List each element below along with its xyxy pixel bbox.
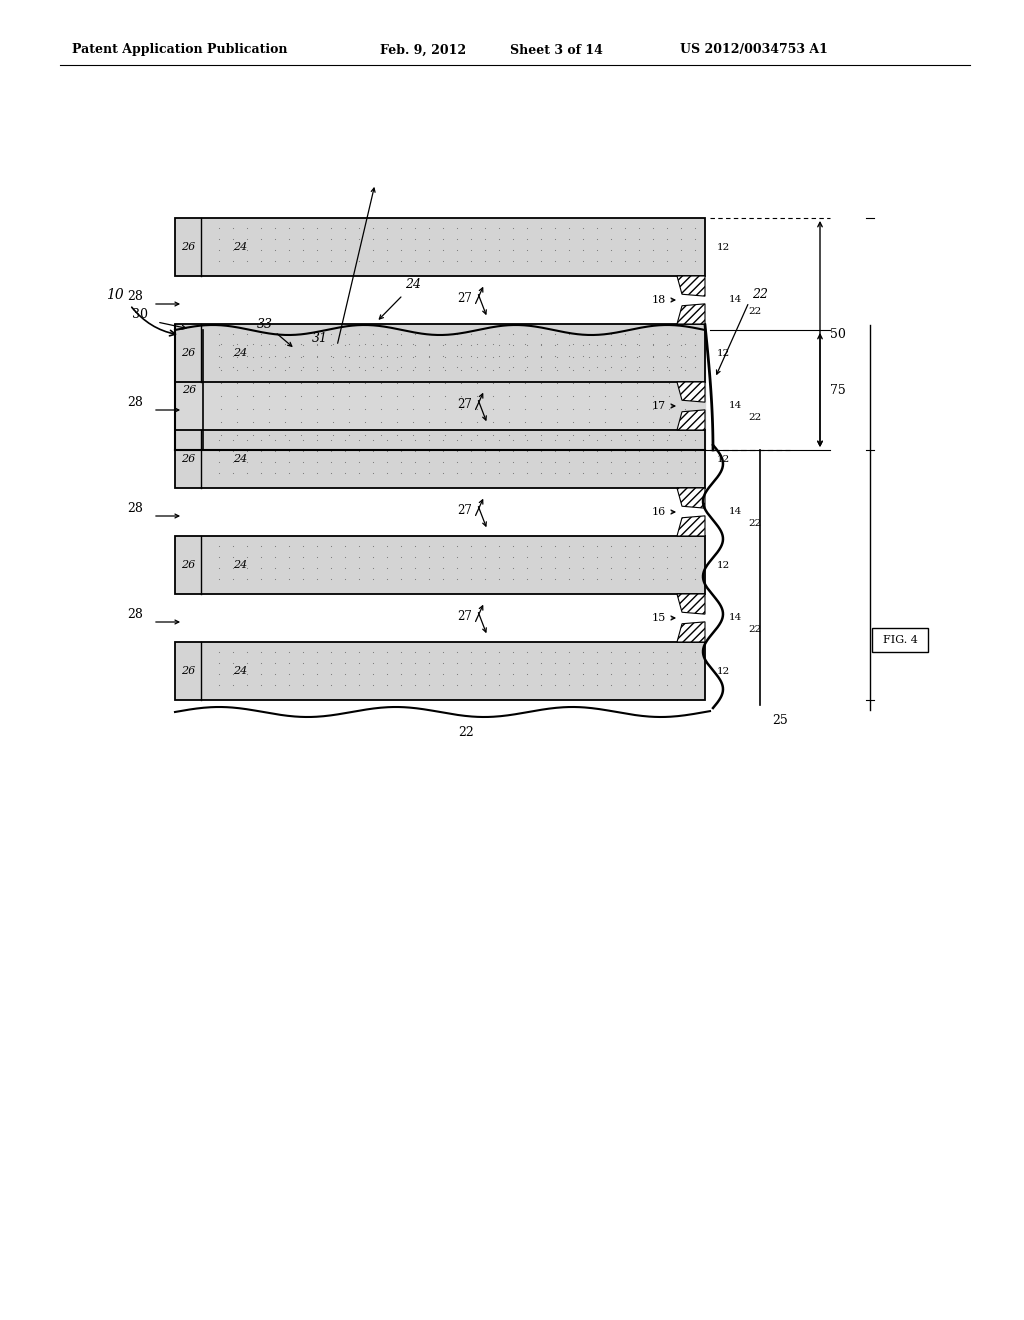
Text: 24: 24 — [232, 454, 247, 465]
Text: 14: 14 — [728, 614, 741, 623]
Text: 31: 31 — [312, 333, 328, 346]
Text: 24: 24 — [232, 667, 247, 676]
Text: 22: 22 — [459, 726, 474, 738]
Text: 22: 22 — [749, 308, 762, 317]
Polygon shape — [677, 622, 705, 642]
Text: 12: 12 — [717, 667, 730, 676]
Text: 25: 25 — [772, 714, 787, 726]
Text: 28: 28 — [127, 607, 143, 620]
Text: 26: 26 — [182, 385, 197, 395]
Text: 24: 24 — [232, 242, 247, 252]
Polygon shape — [677, 276, 705, 296]
Text: 12: 12 — [717, 454, 730, 463]
Text: 22: 22 — [752, 289, 768, 301]
Text: 33: 33 — [257, 318, 273, 330]
Text: 24: 24 — [232, 560, 247, 570]
Text: 50: 50 — [830, 327, 846, 341]
Text: 12: 12 — [717, 561, 730, 569]
Text: 24: 24 — [232, 348, 247, 358]
Text: FIG. 4: FIG. 4 — [883, 635, 918, 645]
Text: 26: 26 — [181, 348, 196, 358]
Text: 15: 15 — [652, 612, 667, 623]
Polygon shape — [677, 304, 705, 323]
Text: 24: 24 — [406, 279, 422, 292]
Text: 26: 26 — [181, 242, 196, 252]
Text: 28: 28 — [127, 502, 143, 515]
Text: 30: 30 — [132, 308, 148, 321]
Text: 27: 27 — [457, 610, 472, 623]
Text: 10: 10 — [106, 288, 124, 302]
Bar — [872, 628, 928, 652]
Bar — [175, 536, 705, 594]
Polygon shape — [677, 594, 705, 614]
Text: 12: 12 — [717, 243, 730, 252]
Text: 75: 75 — [830, 384, 846, 396]
Text: 22: 22 — [749, 520, 762, 528]
Bar — [175, 323, 705, 381]
Text: 27: 27 — [457, 292, 472, 305]
Text: 26: 26 — [181, 667, 196, 676]
Text: 14: 14 — [728, 401, 741, 411]
Text: 28: 28 — [127, 289, 143, 302]
Text: 12: 12 — [717, 348, 730, 358]
Text: Sheet 3 of 14: Sheet 3 of 14 — [510, 44, 603, 57]
Polygon shape — [677, 409, 705, 430]
Text: 26: 26 — [181, 454, 196, 465]
Text: Patent Application Publication: Patent Application Publication — [72, 44, 288, 57]
Bar — [175, 430, 705, 488]
Polygon shape — [677, 516, 705, 536]
Text: 18: 18 — [652, 294, 667, 305]
Text: 14: 14 — [728, 507, 741, 516]
Text: US 2012/0034753 A1: US 2012/0034753 A1 — [680, 44, 827, 57]
Text: 28: 28 — [127, 396, 143, 408]
Polygon shape — [677, 488, 705, 508]
Text: 22: 22 — [749, 626, 762, 635]
Bar — [175, 218, 705, 276]
Text: 14: 14 — [728, 296, 741, 305]
Text: 22: 22 — [749, 413, 762, 422]
Text: 16: 16 — [652, 507, 667, 517]
Text: 27: 27 — [457, 397, 472, 411]
Text: 26: 26 — [181, 560, 196, 570]
Text: Feb. 9, 2012: Feb. 9, 2012 — [380, 44, 466, 57]
Polygon shape — [677, 381, 705, 403]
Text: 17: 17 — [652, 401, 666, 411]
Text: 27: 27 — [457, 503, 472, 516]
Bar — [175, 642, 705, 700]
